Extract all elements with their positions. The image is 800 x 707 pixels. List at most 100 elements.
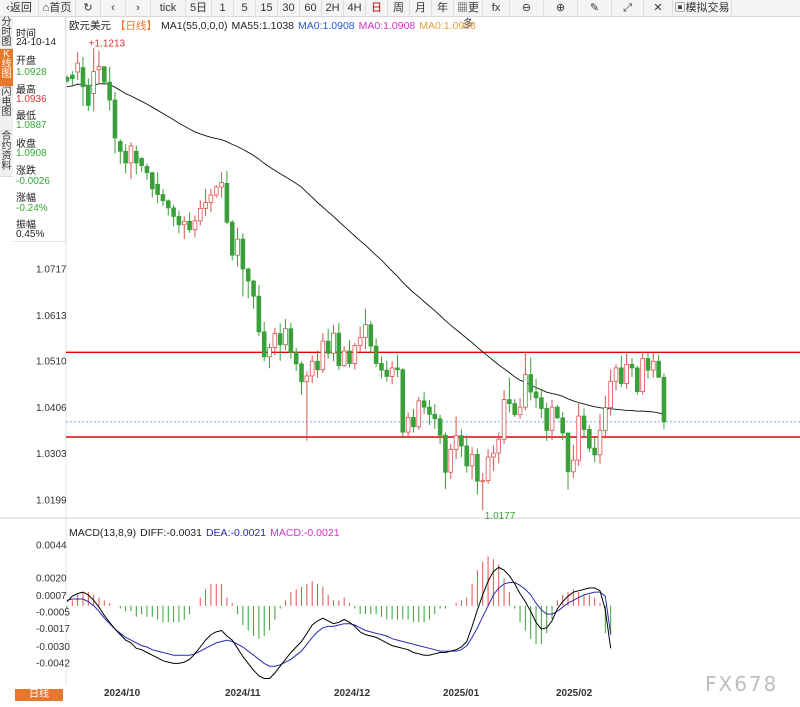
- open-label: 开盘: [16, 56, 36, 67]
- candle: [363, 308, 368, 350]
- period-4h-label: 4H: [347, 2, 362, 14]
- prev-button[interactable]: ‹: [101, 0, 126, 16]
- x-tick-label: 2024/11: [225, 688, 261, 699]
- candle: [576, 402, 581, 466]
- candle: [427, 400, 432, 425]
- candle-body: [256, 295, 262, 333]
- candle: [251, 279, 256, 309]
- candle: [613, 364, 619, 391]
- candle-body: [613, 367, 619, 382]
- candle-body: [272, 333, 278, 348]
- candle: [443, 432, 448, 490]
- candle: [331, 324, 336, 362]
- diff-line: [66, 566, 612, 679]
- back-button[interactable]: ‹返回: [0, 0, 39, 16]
- sim-trade-button[interactable]: ▣模拟交易: [673, 0, 732, 16]
- period-5m[interactable]: 5: [234, 0, 256, 16]
- macd-tick-label: 0.0044: [36, 540, 67, 551]
- candle-body: [565, 432, 571, 473]
- candle-body: [421, 400, 427, 408]
- candle: [373, 338, 379, 368]
- zoom-out-button[interactable]: ⊖: [510, 0, 544, 16]
- expand-icon: ⤢: [623, 2, 632, 14]
- candle-body: [144, 166, 150, 174]
- candle: [624, 351, 629, 389]
- macd-tick-label: 0.0020: [36, 573, 67, 584]
- candle: [368, 321, 374, 354]
- x-tick-label: 2025/02: [556, 688, 593, 699]
- candle: [549, 400, 555, 441]
- period-week[interactable]: 周: [388, 0, 410, 16]
- period-day[interactable]: 日: [366, 0, 388, 16]
- period-5[interactable]: 5日: [186, 0, 212, 16]
- candle: [645, 353, 651, 379]
- candle: [379, 356, 384, 379]
- candle: [501, 390, 507, 445]
- tick-button-label: tick: [159, 2, 177, 14]
- ma1-label: MA1(55,0,0,0): [161, 20, 228, 32]
- candle: [448, 443, 454, 479]
- tick-button[interactable]: tick: [151, 0, 186, 16]
- period-week-label: 周: [393, 2, 404, 14]
- more-button[interactable]: ▦更多: [454, 0, 483, 30]
- period-60m-label: 60: [304, 2, 317, 14]
- candle-body: [480, 480, 486, 483]
- close-button[interactable]: ✕: [644, 0, 673, 16]
- period-15m[interactable]: 15: [256, 0, 278, 16]
- sidebar-tab[interactable]: 闪电图: [0, 87, 13, 131]
- refresh-button[interactable]: ↻: [76, 0, 101, 16]
- period-1m[interactable]: 1: [212, 0, 234, 16]
- expand-button[interactable]: ⤢: [612, 0, 644, 16]
- macd-tick-label: 0.0007: [36, 591, 67, 602]
- sidebar-tab[interactable]: K线图: [0, 49, 13, 87]
- period-60m[interactable]: 60: [300, 0, 322, 16]
- period-month[interactable]: 月: [410, 0, 432, 16]
- draw-button[interactable]: ✎: [578, 0, 612, 16]
- sidebar-tab[interactable]: 合约资料: [0, 131, 13, 177]
- function-button[interactable]: fx: [483, 0, 510, 16]
- candle: [421, 391, 427, 414]
- candle-body: [224, 183, 230, 223]
- candle-body: [448, 449, 454, 473]
- candle-body: [139, 158, 144, 166]
- candle-body: [395, 367, 400, 371]
- macd-name: MACD(13,8,9): [69, 527, 137, 539]
- candle: [411, 408, 416, 433]
- candle-body: [539, 397, 544, 409]
- period-year[interactable]: 年: [432, 0, 454, 16]
- candle-body: [496, 438, 502, 454]
- candle: [128, 142, 134, 180]
- period-2h[interactable]: 2H: [322, 0, 344, 16]
- candle-body: [475, 453, 480, 482]
- candle-body: [491, 452, 496, 458]
- price-tick-label: 1.0303: [36, 449, 67, 460]
- candle-body: [640, 358, 645, 392]
- sidebar-tab[interactable]: 分时图: [0, 17, 13, 49]
- candle-body: [192, 220, 198, 231]
- sim-trade-button-label: 模拟交易: [685, 2, 730, 14]
- candle: [325, 328, 331, 359]
- candle: [469, 447, 475, 480]
- function-button-label: fx: [491, 2, 501, 14]
- candle: [155, 172, 160, 204]
- daily-tab[interactable]: 日线: [15, 689, 63, 701]
- period-30m[interactable]: 30: [278, 0, 300, 16]
- candle-body: [624, 363, 629, 384]
- candle-body: [352, 345, 358, 364]
- candle: [149, 171, 155, 198]
- candle: [640, 351, 645, 395]
- candle-body: [277, 333, 283, 346]
- candle: [395, 354, 400, 378]
- candle-body: [331, 332, 336, 354]
- candle: [86, 78, 91, 112]
- next-button[interactable]: ›: [126, 0, 151, 16]
- candle-body: [656, 360, 661, 378]
- candle-body: [149, 172, 155, 190]
- zoom-in-button[interactable]: ⊕: [544, 0, 578, 16]
- period-4h[interactable]: 4H: [344, 0, 366, 16]
- candle-body: [453, 435, 459, 450]
- candle-body: [107, 81, 112, 101]
- home-button[interactable]: ⌂首页: [39, 0, 76, 16]
- trade-icon: ▣: [674, 2, 686, 14]
